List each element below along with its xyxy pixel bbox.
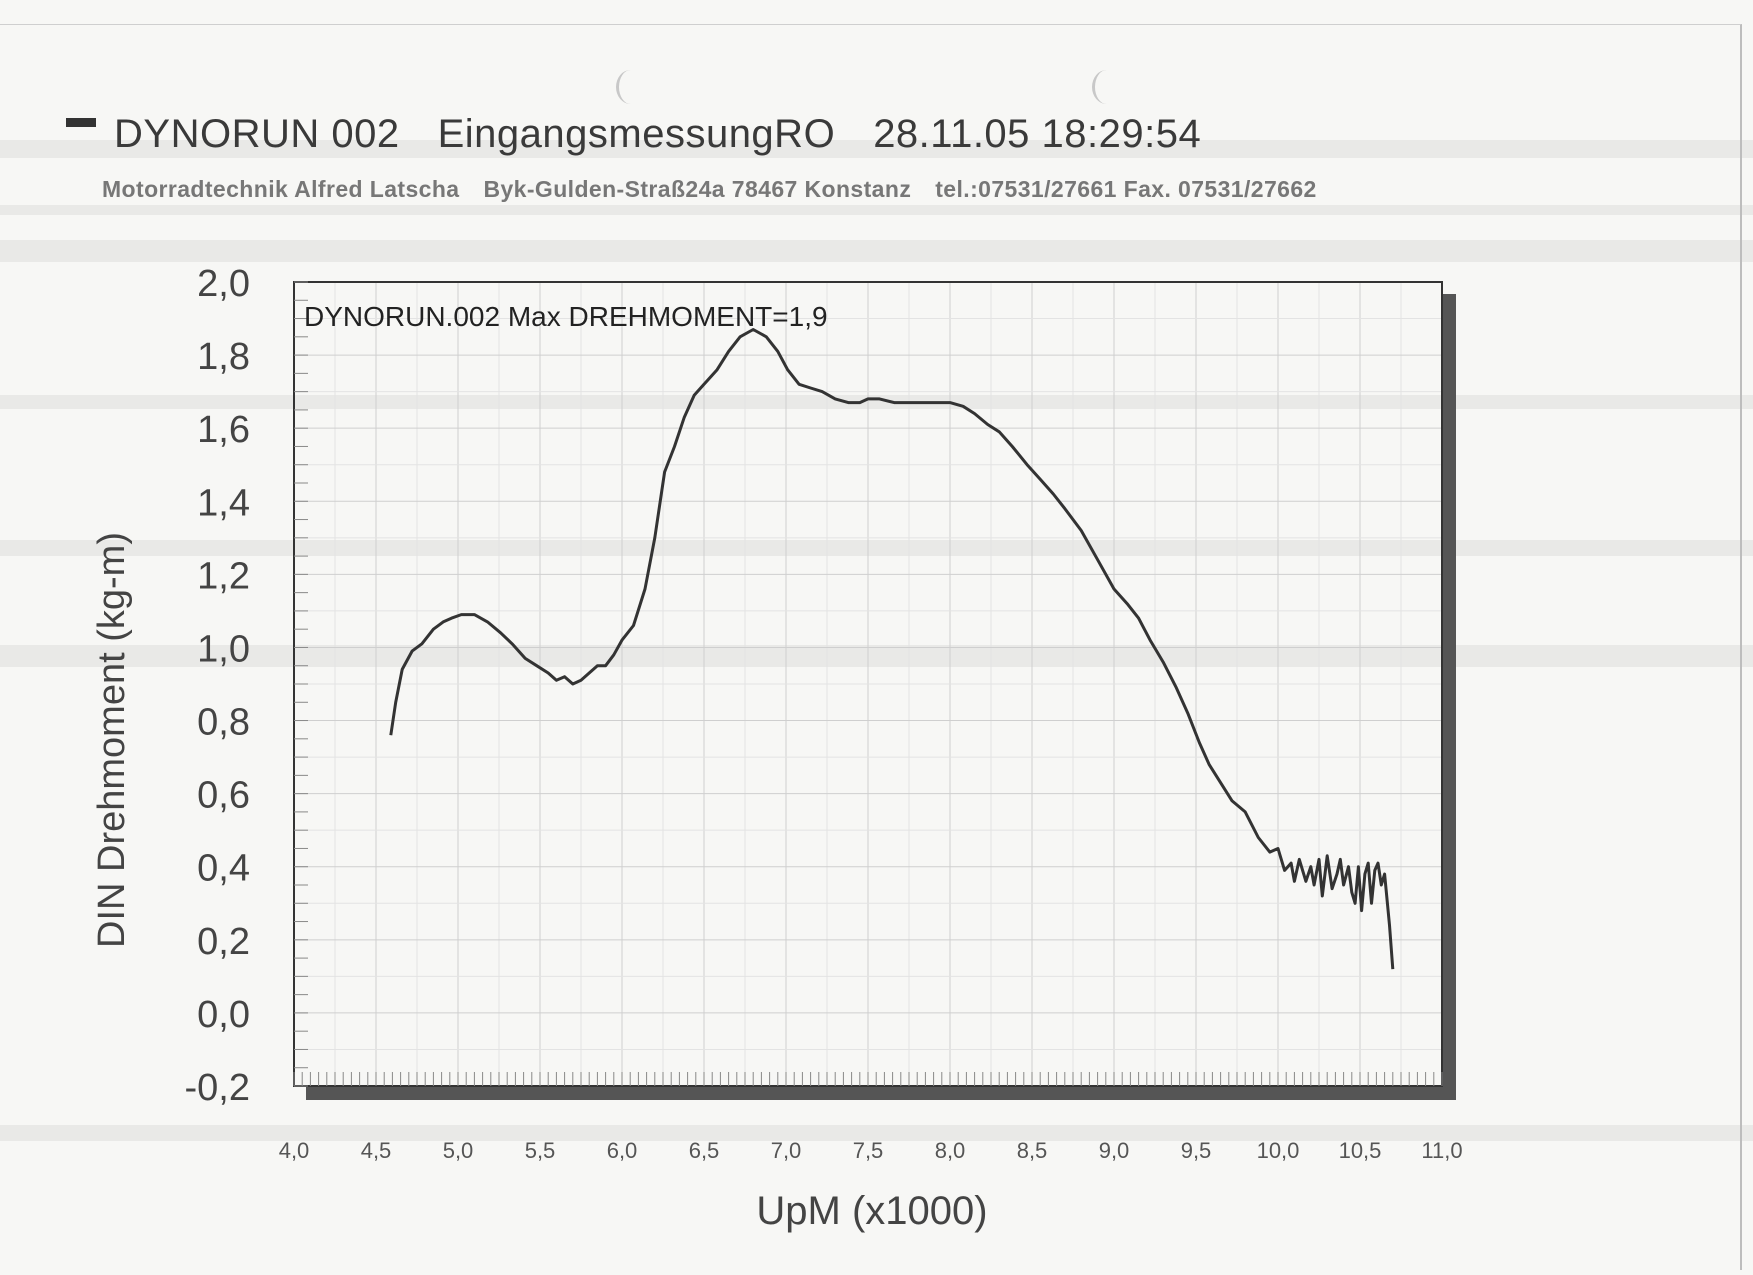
y-tick-label: 1,0 — [197, 628, 250, 670]
x-tick-label: 9,0 — [1099, 1138, 1130, 1163]
x-axis-label: UpM (x1000) — [756, 1189, 987, 1233]
x-tick-label: 4,5 — [361, 1138, 392, 1163]
x-tick-label: 5,0 — [443, 1138, 474, 1163]
company-address: Byk-Gulden-Straß24a 78467 Konstanz — [483, 176, 912, 202]
y-tick-label: 0,4 — [197, 848, 250, 890]
scan-band — [0, 140, 1753, 158]
y-tick-label: 0,0 — [197, 994, 250, 1036]
x-tick-label: 10,5 — [1339, 1138, 1382, 1163]
frame-shadow — [306, 1086, 1456, 1100]
company-contact: tel.:07531/27661 Fax. 07531/27662 — [935, 176, 1317, 202]
y-tick-label: 0,8 — [197, 702, 250, 744]
x-tick-label: 10,0 — [1257, 1138, 1300, 1163]
punch-hole-mark — [1092, 70, 1121, 104]
x-tick-label: 6,5 — [689, 1138, 720, 1163]
x-axis-ticks: 4,0 4,5 5,0 5,5 6,0 6,5 7,0 7,5 8,0 8,5 9,0 9,5 10,0… — [279, 1138, 1463, 1163]
x-tick-label: 6,0 — [607, 1138, 638, 1163]
x-tick-label: 8,0 — [935, 1138, 966, 1163]
y-axis-label: DIN Drehmoment (kg-m) — [91, 532, 133, 948]
scan-band — [0, 395, 1753, 409]
minor-ticks — [293, 281, 1443, 1087]
y-tick-label: 0,6 — [197, 775, 250, 817]
run-id: DYNORUN 002 — [114, 112, 400, 156]
x-tick-label: 5,5 — [525, 1138, 556, 1163]
x-tick-label: 9,5 — [1181, 1138, 1212, 1163]
y-tick-label: 1,6 — [197, 409, 250, 451]
punch-hole-mark — [616, 70, 645, 104]
company-name: Motorradtechnik Alfred Latscha — [102, 176, 460, 202]
scan-band — [0, 540, 1753, 556]
scan-band — [0, 240, 1753, 262]
torque-series-line — [389, 328, 1395, 970]
measurement-name: EingangsmessungRO — [437, 112, 836, 156]
y-tick-label: 1,8 — [197, 336, 250, 378]
y-axis-ticks: 2,0 1,8 1,6 1,4 1,2 1,0 0,8 0,6 0,4 0,2 0,0 -0,2 — [185, 263, 250, 1109]
x-tick-label: 7,0 — [771, 1138, 802, 1163]
y-tick-label: 1,2 — [197, 555, 250, 597]
x-tick-label: 8,5 — [1017, 1138, 1048, 1163]
scan-band — [0, 1125, 1753, 1141]
scan-band — [0, 645, 1753, 667]
x-tick-label: 4,0 — [279, 1138, 310, 1163]
x-tick-label: 7,5 — [853, 1138, 884, 1163]
frame-shadow — [1442, 294, 1456, 1100]
y-tick-label: 1,4 — [197, 482, 250, 524]
company-line: Motorradtechnik Alfred Latscha Byk-Gulden… — [102, 176, 1341, 203]
y-tick-label: -0,2 — [185, 1067, 250, 1109]
scan-band — [0, 205, 1753, 215]
chart-grid — [293, 281, 1443, 1087]
header-line: DYNORUN 002 EingangsmessungRO 28.11.05 18:… — [66, 112, 1239, 157]
run-datetime: 28.11.05 18:29:54 — [873, 112, 1202, 156]
dash-marker — [66, 117, 96, 127]
y-tick-label: 0,2 — [197, 921, 250, 963]
chart-title: DYNORUN.002 Max DREHMOMENT=1,9 — [304, 301, 828, 332]
y-tick-label: 2,0 — [197, 263, 250, 305]
x-tick-label: 11,0 — [1421, 1138, 1462, 1163]
paper-edge — [0, 24, 1742, 1270]
